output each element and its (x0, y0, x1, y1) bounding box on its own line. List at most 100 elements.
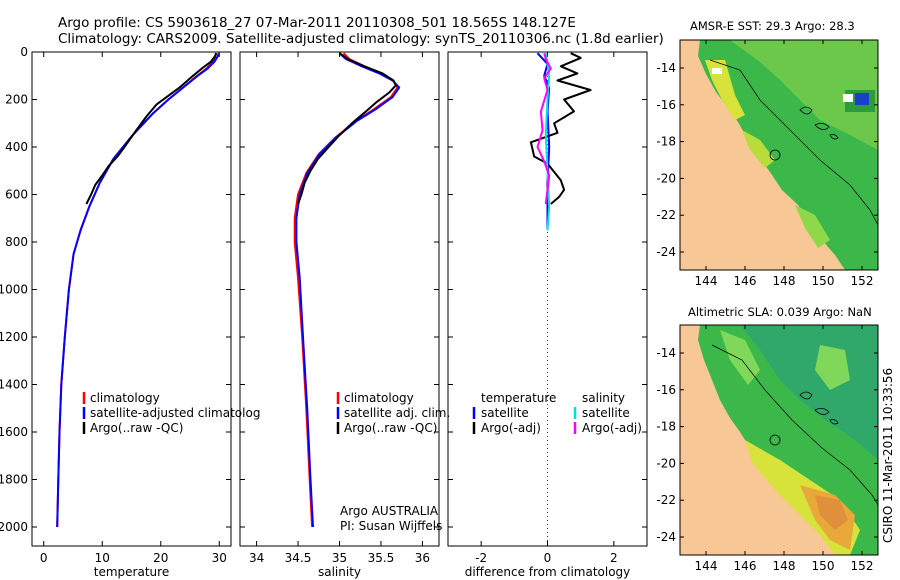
x-tick-label: 0 (40, 551, 48, 565)
map-x-tick-label: 144 (695, 559, 718, 573)
sst-missing-spot2 (712, 68, 722, 74)
sla-map-axes: -14 -16 -18 -20 -22 -24 144 146 148 150 152 (656, 325, 878, 573)
legend-label: satellite (481, 406, 529, 420)
legend-label: Argo(..raw -QC) (90, 421, 183, 435)
map-x-tick-label: 148 (773, 559, 796, 573)
x-tick-label: 34.5 (285, 551, 312, 565)
legend-label: Argo(-adj) (481, 421, 541, 435)
sla-coastal-deep-orange (815, 495, 848, 530)
header-line1: Argo profile: CS 5903618_27 07-Mar-2011 … (58, 15, 576, 31)
x-tick-label: 0 (544, 551, 552, 565)
map-x-tick-label: 146 (734, 559, 757, 573)
x-tick-label: 35 (332, 551, 347, 565)
x-tick-label: 35.5 (368, 551, 395, 565)
y-tick-label: 1000 (0, 283, 28, 297)
x-tick-label: 20 (153, 551, 168, 565)
y-tick-label: 1400 (0, 378, 28, 392)
y-tick-label: 1800 (0, 473, 28, 487)
sla-map-frame (679, 324, 879, 556)
legend-title-salinity: salinity (582, 391, 625, 405)
x-tick-label: 30 (212, 551, 227, 565)
sst-map-title: AMSR-E SST: 29.3 Argo: 28.3 (690, 19, 855, 33)
map-x-tick-label: 148 (773, 274, 796, 288)
sla-reefs (799, 391, 839, 425)
legend-label: Argo(-adj) (582, 421, 642, 435)
map-x-tick-label: 150 (812, 274, 835, 288)
legend-label: satellite-adjusted climatolog (90, 406, 260, 420)
x-tick-label: -2 (475, 551, 487, 565)
series-line (85, 52, 218, 205)
header-line2: Climatology: CARS2009. Satellite-adjuste… (58, 31, 664, 47)
temperature-xlabel: temperature (94, 565, 169, 579)
series-line (536, 52, 552, 205)
difference-xlabel: difference from climatology (465, 565, 631, 579)
series-line (544, 53, 551, 231)
sst-reefs (799, 106, 839, 140)
map-y-tick-label: -24 (656, 530, 676, 544)
sst-ocean-lightgreen (730, 40, 878, 150)
map-y-tick-label: -22 (656, 493, 676, 507)
x-tick-label: 34 (249, 551, 264, 565)
sla-map: -14 -16 -18 -20 -22 -24 144 146 148 150 152 (656, 324, 879, 573)
y-tick-label: 800 (5, 235, 28, 249)
map-y-tick-label: -24 (656, 245, 676, 259)
x-tick-label: 2 (610, 551, 618, 565)
series-line (529, 52, 592, 205)
legend-label: satellite adj. clim. (344, 406, 450, 420)
x-tick-label: 36 (415, 551, 430, 565)
legend-label: satellite (582, 406, 630, 420)
sla-map-title: Altimetric SLA: 0.039 Argo: NaN (688, 305, 872, 319)
y-tick-label: 600 (5, 188, 28, 202)
map-y-tick-label: -16 (656, 98, 676, 112)
salinity-legend: climatology satellite adj. clim. Argo(..… (336, 391, 450, 533)
y-tick-label: 1200 (0, 330, 28, 344)
temperature-profile-plot: 0 10 20 30 0 200 400 600 800 1000 1200 1400 1600 1800… (0, 45, 232, 579)
sst-coastal-yellow3 (795, 205, 830, 248)
legend-label: climatology (90, 391, 160, 405)
y-tick-label: 0 (20, 45, 28, 59)
y-tick-label: 200 (5, 93, 28, 107)
sst-cold-spot (855, 93, 869, 105)
map-y-tick-label: -20 (656, 171, 676, 185)
sla-argo-location (769, 434, 781, 446)
sst-map-axes: -14 -16 -18 -20 -22 -24 144 146 148 150 152 (656, 40, 878, 288)
map-y-tick-label: -14 (656, 346, 676, 360)
map-y-tick-label: -20 (656, 456, 676, 470)
legend-title-temperature: temperature (481, 391, 556, 405)
x-tick-label: 10 (95, 551, 110, 565)
map-y-tick-label: -14 (656, 61, 676, 75)
sla-ocean-light (720, 330, 760, 385)
map-x-tick-label: 144 (695, 274, 718, 288)
salinity-profile-plot: 34 34.5 35 35.5 36 salinity (239, 51, 440, 579)
sst-map: -14 -16 -18 -20 -22 -24 144 146 148 150 152 (656, 39, 879, 288)
sst-coastal-yellow2 (742, 130, 775, 168)
legend-label: climatology (344, 391, 414, 405)
y-tick-label: 1600 (0, 425, 28, 439)
sla-ocean-light2 (815, 345, 850, 390)
map-y-tick-label: -18 (656, 420, 676, 434)
y-tick-label: 2000 (0, 520, 28, 534)
map-x-tick-label: 152 (851, 559, 874, 573)
temperature-frame (31, 51, 232, 547)
series-line (56, 53, 217, 528)
y-tick-label: 400 (5, 140, 28, 154)
salinity-frame (239, 51, 440, 547)
series-line (297, 52, 397, 205)
map-x-tick-label: 146 (734, 274, 757, 288)
sst-map-frame (679, 39, 879, 271)
sst-coastal-yellow (705, 60, 745, 120)
series-line (295, 52, 401, 528)
map-y-tick-label: -22 (656, 208, 676, 222)
map-x-tick-label: 152 (851, 274, 874, 288)
sst-shelf-contour (709, 59, 878, 226)
map-y-tick-label: -16 (656, 383, 676, 397)
series-line (56, 52, 220, 528)
pi-label: PI: Susan Wijffels (340, 519, 442, 533)
credit-timestamp: CSIRO 11-Mar-2011 10:33:56 (881, 368, 895, 543)
map-x-tick-label: 150 (812, 559, 835, 573)
sst-argo-location (769, 149, 781, 161)
float-program-label: Argo AUSTRALIA (340, 504, 439, 518)
map-y-tick-label: -18 (656, 135, 676, 149)
